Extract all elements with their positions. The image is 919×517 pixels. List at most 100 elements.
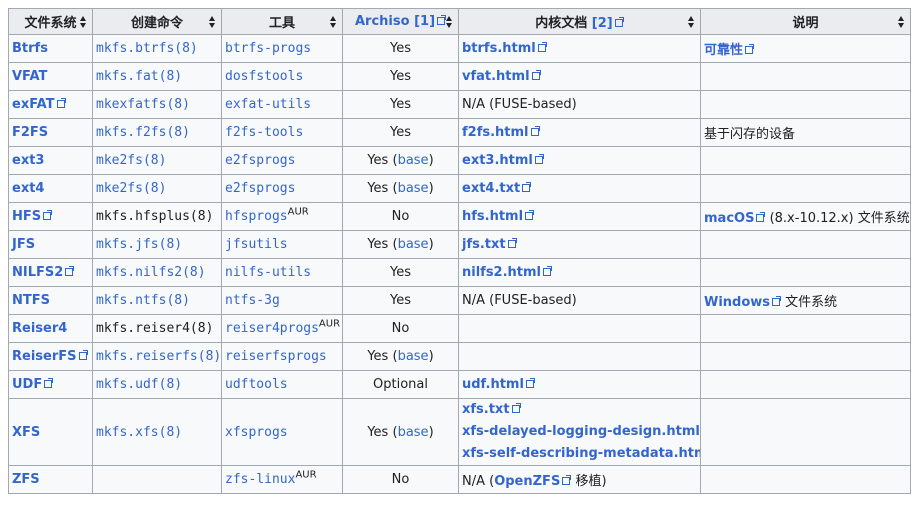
kernel-doc-cell	[458, 314, 701, 343]
base-link[interactable]: base	[397, 237, 429, 252]
kernel-doc-link[interactable]: udf.html	[462, 377, 524, 392]
tool-link[interactable]: e2fsprogs	[225, 153, 296, 168]
tool-link[interactable]: e2fsprogs	[225, 181, 296, 196]
header-tools[interactable]: 工具	[221, 8, 343, 35]
filesystem-link[interactable]: Btrfs	[12, 41, 48, 56]
header-archiso[interactable]: Archiso [1]	[342, 8, 459, 35]
command-text[interactable]: mkfs.ntfs(8)	[96, 293, 190, 308]
base-link[interactable]: base	[397, 153, 429, 168]
command-text[interactable]: mke2fs(8)	[96, 181, 167, 196]
filesystem-link[interactable]: ZFS	[12, 472, 40, 487]
command-text[interactable]: mkfs.xfs(8)	[96, 424, 183, 440]
command-text[interactable]: mkfs.fat(8)	[96, 69, 183, 84]
tool-link[interactable]: xfsprogs	[225, 424, 288, 440]
kernel-doc-link[interactable]: hfs.html	[462, 209, 524, 224]
tool-link[interactable]: reiserfsprogs	[225, 349, 327, 364]
header-notes[interactable]: 说明	[700, 8, 911, 35]
filesystem-link[interactable]: Reiser4	[12, 321, 68, 336]
kernel-doc-link[interactable]: xfs.txt	[462, 402, 510, 417]
archiso-status: Yes	[390, 97, 411, 112]
tool-cell: jfsutils	[221, 230, 343, 259]
filesystem-link[interactable]: VFAT	[12, 69, 48, 84]
aur-label[interactable]: AUR	[318, 318, 341, 330]
archiso-link[interactable]: Archiso [1]	[354, 14, 436, 29]
kernel-doc-link[interactable]: jfs.txt	[462, 237, 506, 252]
filesystem-link[interactable]: JFS	[12, 237, 36, 252]
sort-icon[interactable]	[330, 15, 337, 28]
header-create-command[interactable]: 创建命令	[92, 8, 222, 35]
filesystem-link[interactable]: exFAT	[12, 97, 55, 112]
kernel-doc-link[interactable]: f2fs.html	[462, 125, 529, 140]
command-cell: mkfs.udf(8)	[92, 370, 222, 399]
note-link[interactable]: 可靠性	[704, 43, 744, 58]
command-text[interactable]: mkfs.reiserfs(8)	[96, 349, 222, 364]
filesystem-link[interactable]: F2FS	[12, 125, 49, 140]
kernel-doc-cell	[458, 342, 701, 371]
kernel-doc-link[interactable]: xfs-delayed-logging-design.html	[462, 424, 700, 439]
tool-link[interactable]: reiser4progs	[225, 321, 319, 336]
aur-label[interactable]: AUR	[295, 469, 317, 481]
command-text[interactable]: mkfs.btrfs(8)	[96, 41, 198, 56]
filesystem-link[interactable]: XFS	[12, 424, 41, 440]
tool-cell: ntfs-3g	[221, 286, 343, 315]
filesystem-link[interactable]: NILFS2	[12, 265, 64, 280]
aur-label[interactable]: AUR	[287, 206, 309, 218]
filesystem-link[interactable]: ReiserFS	[12, 349, 77, 364]
header-filesystem[interactable]: 文件系统	[8, 8, 93, 35]
filesystem-link[interactable]: ext3	[12, 153, 45, 168]
base-link[interactable]: base	[397, 181, 429, 196]
base-link[interactable]: base	[397, 349, 429, 364]
table-row: NILFS2 mkfs.nilfs2(8) nilfs-utils Yes nilfs2…	[8, 258, 911, 287]
kernel-doc-cell: hfs.html	[458, 202, 701, 231]
sort-icon[interactable]	[688, 15, 695, 28]
kernel-doc-link[interactable]: ext4.txt	[462, 181, 521, 196]
kernel-doc-link[interactable]: ext3.html	[462, 153, 533, 168]
command-text[interactable]: mkexfatfs(8)	[96, 97, 190, 112]
archiso-status-cell: Yes (base)	[342, 174, 459, 203]
sort-icon[interactable]	[80, 15, 87, 28]
command-text[interactable]: mke2fs(8)	[96, 153, 167, 168]
external-link-icon	[56, 98, 66, 108]
tool-link[interactable]: dosfstools	[225, 69, 304, 84]
tool-link[interactable]: udftools	[225, 377, 288, 392]
notes-cell: 可靠性	[700, 34, 911, 63]
tool-link[interactable]: exfat-utils	[225, 97, 312, 112]
external-link-icon	[531, 70, 541, 80]
tool-link[interactable]: hfsprogs	[225, 209, 288, 224]
header-kernel-doc[interactable]: 内核文档 [2]	[458, 8, 701, 35]
sort-icon[interactable]	[898, 15, 905, 28]
command-text[interactable]: mkfs.udf(8)	[96, 377, 183, 392]
filesystem-link[interactable]: UDF	[12, 377, 43, 392]
table-row: F2FS mkfs.f2fs(8) f2fs-tools Yes f2fs.html 基于…	[8, 118, 911, 147]
table-row: ReiserFS mkfs.reiserfs(8) reiserfsprogs Yes…	[8, 342, 911, 371]
note-link[interactable]: macOS	[704, 211, 755, 226]
filesystem-link[interactable]: ext4	[12, 181, 45, 196]
filesystem-link[interactable]: NTFS	[12, 293, 50, 308]
tool-link[interactable]: btrfs-progs	[225, 41, 312, 56]
tool-cell: btrfs-progs	[221, 34, 343, 63]
command-text[interactable]: mkfs.nilfs2(8)	[96, 265, 206, 280]
tool-link[interactable]: ntfs-3g	[225, 293, 280, 308]
base-link[interactable]: base	[397, 424, 429, 440]
openzfs-link[interactable]: OpenZFS	[494, 474, 561, 489]
tool-link[interactable]: f2fs-tools	[225, 125, 304, 140]
kernel-doc-ref-link[interactable]: [2]	[591, 16, 613, 31]
note-link[interactable]: Windows	[704, 295, 771, 310]
kernel-doc-link[interactable]: xfs-self-describing-metadata.html	[462, 446, 701, 461]
tool-link[interactable]: jfsutils	[225, 237, 288, 252]
filesystem-cell: F2FS	[8, 118, 93, 147]
tool-link[interactable]: nilfs-utils	[225, 265, 312, 280]
external-link-icon	[614, 17, 624, 27]
sort-icon[interactable]	[446, 15, 453, 28]
command-text: mkfs.hfsplus(8)	[96, 209, 214, 224]
sort-icon[interactable]	[209, 15, 216, 28]
kernel-doc-link[interactable]: btrfs.html	[462, 41, 536, 56]
filesystem-cell: Btrfs	[8, 34, 93, 63]
command-text[interactable]: mkfs.jfs(8)	[96, 237, 183, 252]
kernel-doc-link[interactable]: vfat.html	[462, 69, 530, 84]
command-text[interactable]: mkfs.f2fs(8)	[96, 125, 190, 140]
tool-link[interactable]: zfs-linux	[225, 472, 296, 487]
filesystem-link[interactable]: HFS	[12, 209, 42, 224]
kernel-doc-link[interactable]: nilfs2.html	[462, 265, 542, 280]
table-row: ZFS zfs-linuxAUR No N/A (OpenZFS 移植)	[8, 465, 911, 494]
